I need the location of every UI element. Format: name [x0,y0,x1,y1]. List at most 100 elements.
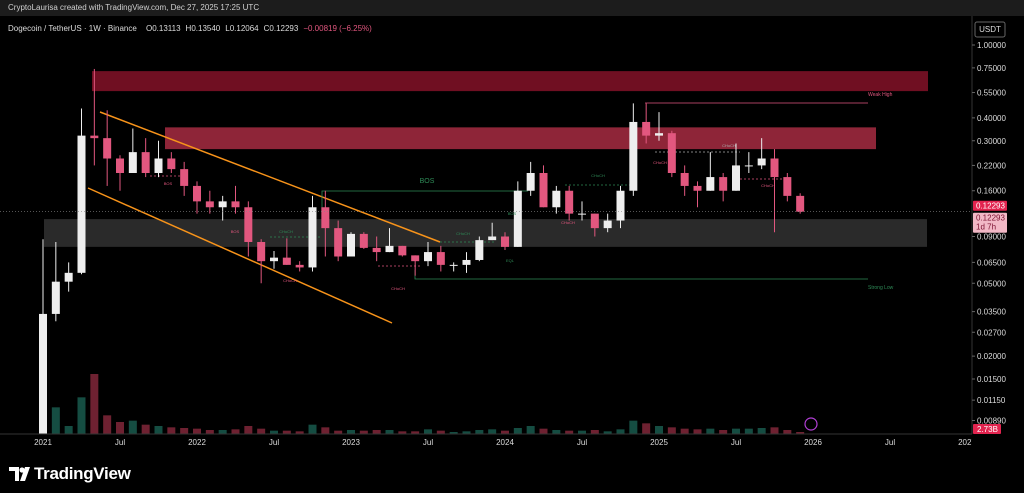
y-tick-label: 0.02700 [977,328,1006,337]
x-tick-label: Jul [731,438,741,447]
candle-body [732,165,740,191]
annotation: BOS [164,181,173,186]
candle-body [411,255,420,262]
annotation: CHoCH [561,220,575,225]
candle-body [385,245,394,253]
y-tick-label: 0.02000 [977,352,1006,361]
annotation: BOS [420,178,435,185]
volume-bar [167,427,176,434]
volume-bar [359,430,368,434]
y-tick-label: 0.01150 [977,396,1006,405]
candle-body [693,185,702,191]
candle-body [783,177,792,196]
ohlc-value: H0.13540 [186,24,221,33]
annotation: CHoCH [653,160,667,165]
volume-bar [449,432,458,434]
volume-bar [488,429,497,434]
volume-bar [385,430,394,434]
candle-body [167,158,176,170]
x-tick-label: 2026 [804,438,822,447]
candle-body [51,281,60,314]
candle-body [578,213,586,215]
candle-body [218,201,227,208]
x-tick-label: Jul [269,438,279,447]
volume-bar [372,430,381,434]
volume-bar [295,431,304,434]
y-tick-label: 0.40000 [977,114,1006,123]
currency[interactable]: USDT [979,25,1001,34]
candle-body [282,257,291,265]
volume-bar [693,429,702,434]
zone [165,127,876,150]
structure-line [321,190,528,215]
countdown: 1d 7h [976,223,996,232]
ohlc-value: C0.12293 [264,24,299,33]
candle-body [205,201,214,208]
plot-area: BOS Weak High Strong Low CHoCH CHoCH CHoCH CHo… [0,68,972,434]
candle-body [270,257,278,262]
candle-body [539,173,548,208]
volume-bar [603,431,612,434]
candle-body [449,264,458,266]
volume-bar [462,431,471,434]
candle-body [372,247,381,253]
volume-bar [744,428,753,434]
zone [44,219,927,247]
volume-bar [398,431,407,434]
volume-bar [565,430,574,434]
volume-bar [424,429,432,434]
candle-body [321,207,330,229]
volume-bar [193,428,201,434]
time-axis: 2021 Jul 2022 Jul 2023 Jul 2024 Jul 2025 Jul 2026 J… [34,438,976,447]
volume-bar [347,430,355,434]
currency-box[interactable] [974,21,1006,38]
volume-bar [334,430,343,434]
icon [804,417,818,431]
volume-bar [796,432,805,434]
volume-bar [321,427,330,434]
volume-bar [501,430,509,434]
candle-body [347,233,355,257]
candle-body [757,158,766,166]
candle-body [180,169,189,186]
volume-bar [51,407,60,434]
volume-bar [231,429,240,434]
volume-bar [282,430,291,434]
volume-bar [655,426,663,434]
volume-bar [244,426,253,434]
candle-body [488,236,497,241]
x-tick-label: 2021 [34,438,52,447]
candle-body [526,173,535,191]
x-tick-label: 2027 [958,438,976,447]
price-label: 0.12293 [976,214,1005,223]
x-tick-label: 2022 [188,438,206,447]
y-tick-label: 0.22000 [977,161,1006,170]
volume-bar [218,430,227,434]
y-tick-label: 0.06500 [977,258,1006,267]
annotation: CHoCH [591,173,605,178]
candle-body [655,133,663,136]
candle-body [398,245,407,256]
candle-body [552,190,561,208]
volume-bar [475,430,484,434]
y-tick-label: 0.55000 [977,89,1006,98]
candle-body [565,190,574,214]
ohlc-value: −0.00819 (−6.25%) [303,24,372,33]
candle-body [90,135,99,139]
volume-bar [103,415,112,434]
header: CryptoLaurisa created with TradingView.c… [0,0,1024,16]
candle-body [744,165,753,167]
ohlc-value: O0.13113 [146,24,181,33]
x-tick-label: Jul [885,438,895,447]
volume-bar [116,422,124,434]
volume-bar [308,424,317,434]
logo: TradingView [34,464,131,483]
volume-bar [680,428,689,434]
ohlc-value: L0.12064 [225,24,259,33]
volume-bar [90,374,99,434]
y-tick-label: 0.01500 [977,375,1006,384]
candle-body [295,264,304,268]
volume-bar [719,430,728,434]
candle-body [501,236,509,247]
candle-body [141,152,150,174]
